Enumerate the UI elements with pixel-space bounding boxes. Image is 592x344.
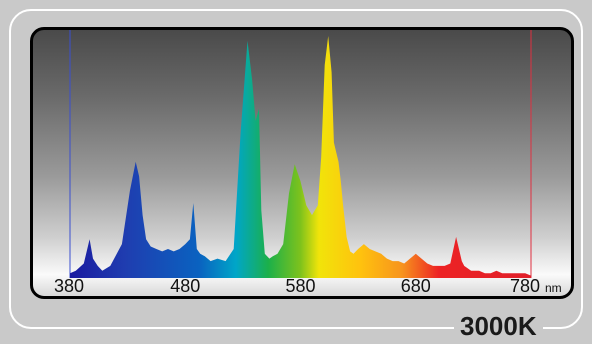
color-temperature-badge: 3000K (454, 311, 543, 341)
x-tick-label: 780 (510, 276, 540, 296)
x-axis-unit-label: nm (545, 281, 562, 295)
x-tick-labels: 380 480 580 680 780 nm (54, 276, 562, 296)
x-tick-label: 380 (54, 276, 84, 296)
spectrum-area (70, 36, 531, 278)
x-tick-label: 480 (170, 276, 200, 296)
spectrum-chart: 380 480 580 680 780 nm (33, 30, 571, 296)
x-tick-label: 680 (401, 276, 431, 296)
spectrum-panel: 380 480 580 680 780 nm (30, 27, 574, 299)
x-tick-label: 580 (285, 276, 315, 296)
